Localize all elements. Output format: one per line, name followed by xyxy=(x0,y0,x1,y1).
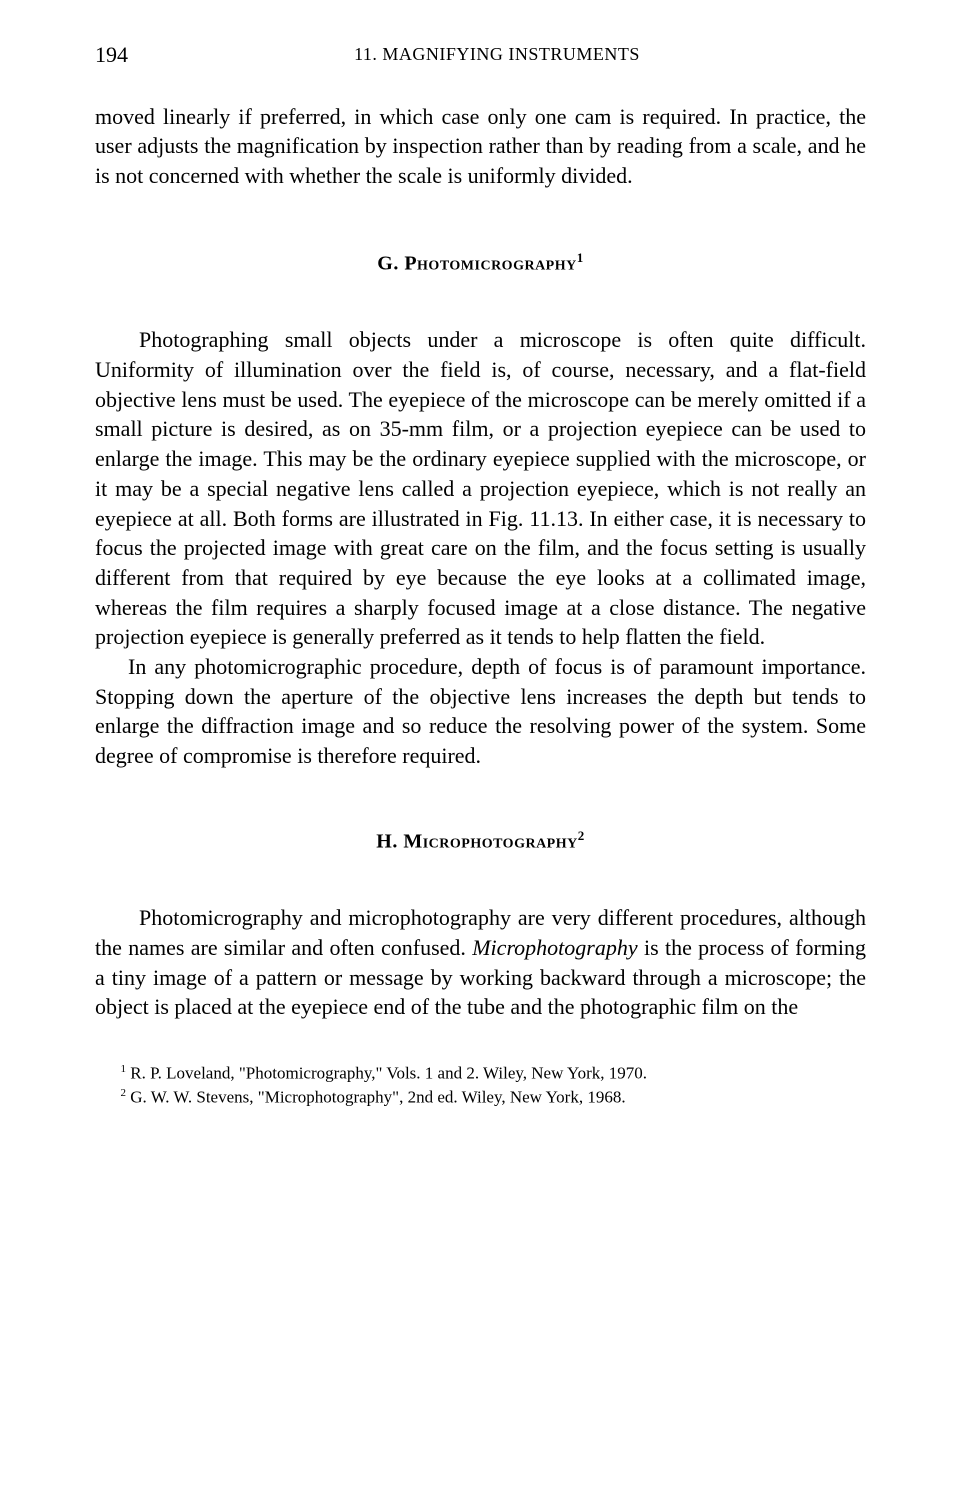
section-h: H. Microphotography2 Photomicrography an… xyxy=(95,827,866,1022)
footnote-2: 2 G. W. W. Stevens, "Microphotography", … xyxy=(95,1086,866,1110)
section-h-title: Microphotography xyxy=(403,830,577,852)
section-g-prefix: G. xyxy=(377,252,404,274)
page-header: 194 11. MAGNIFYING INSTRUMENTS xyxy=(95,40,866,70)
page-number: 194 xyxy=(95,40,128,70)
section-h-para-1: Photomicrography and microphotography ar… xyxy=(95,903,866,1022)
section-h-footnote-marker: 2 xyxy=(578,828,585,843)
section-g-footnote-marker: 1 xyxy=(577,250,584,265)
section-g: G. Photomicrography1 Photographing small… xyxy=(95,249,866,771)
footnote-2-text: G. W. W. Stevens, "Microphotography", 2n… xyxy=(126,1087,626,1106)
section-g-heading: G. Photomicrography1 xyxy=(95,249,866,278)
continuation-paragraph: moved linearly if preferred, in which ca… xyxy=(95,102,866,191)
footnotes-block: 1 R. P. Loveland, "Photomicrography," Vo… xyxy=(95,1062,866,1109)
section-g-title: Photomicrography xyxy=(404,252,576,274)
running-head: 11. MAGNIFYING INSTRUMENTS xyxy=(128,40,866,70)
footnote-1: 1 R. P. Loveland, "Photomicrography," Vo… xyxy=(95,1062,866,1086)
section-g-para-1: Photographing small objects under a micr… xyxy=(95,325,866,652)
section-h-heading: H. Microphotography2 xyxy=(95,827,866,856)
section-h-prefix: H. xyxy=(376,830,403,852)
section-g-para-2: In any photomicrographic procedure, dept… xyxy=(95,652,866,771)
footnote-1-text: R. P. Loveland, "Photomicrography," Vols… xyxy=(126,1064,647,1083)
section-h-para-1-em: Microphotography xyxy=(472,935,637,960)
